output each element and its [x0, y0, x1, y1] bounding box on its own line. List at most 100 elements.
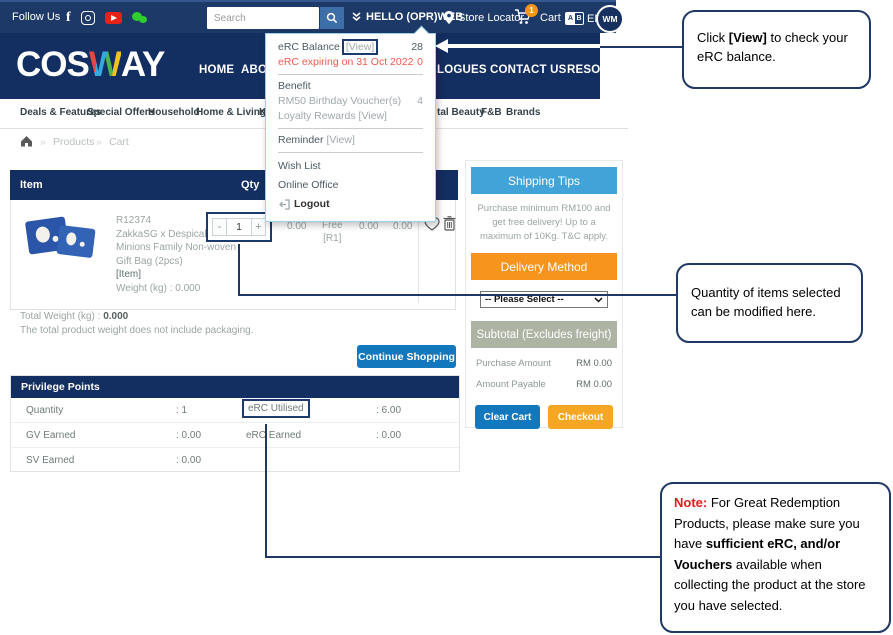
- birthday-voucher-row: RM50 Birthday Voucher(s) 4: [278, 95, 423, 107]
- account-menu-label: HELLO (OPR)WEB: [366, 11, 464, 23]
- purchase-amount-value: RM 0.00: [576, 358, 612, 369]
- cart-button[interactable]: 1: [514, 4, 538, 30]
- breadcrumb-separator: »: [40, 136, 46, 148]
- shipping-tips-header: Shipping Tips: [471, 167, 617, 194]
- qty-minus-button[interactable]: -: [212, 218, 227, 236]
- subnav-home-living[interactable]: Home & Living: [196, 107, 267, 118]
- account-dropdown: eRC Balance [View] 28 eRC expiring on 31 …: [265, 25, 436, 222]
- col-qty: Qty: [241, 179, 260, 191]
- price-unit: 0.00: [287, 221, 307, 232]
- account-menu[interactable]: HELLO (OPR)WEB: [352, 11, 463, 23]
- privilege-value: : 0.00: [376, 430, 402, 441]
- delivery-method-select[interactable]: -- Please Select --: [480, 291, 608, 308]
- qty-plus-button[interactable]: +: [251, 218, 266, 236]
- trash-icon[interactable]: [443, 216, 456, 231]
- privilege-label: eRC Earned: [246, 430, 302, 441]
- qty-callout-connector-h: [238, 294, 678, 296]
- logout-icon: [279, 199, 290, 210]
- price-3: 0.00: [359, 221, 379, 232]
- note-label: Note:: [674, 495, 708, 510]
- privilege-value: : 0.00: [176, 430, 202, 441]
- chevron-down-icon: [594, 296, 603, 303]
- purchase-amount-label: Purchase Amount: [476, 358, 551, 369]
- weight-note: The total product weight does not includ…: [20, 325, 254, 336]
- product-tag: [Item]: [116, 269, 142, 280]
- nav-item-contact-us[interactable]: CONTACT US: [490, 64, 567, 76]
- facebook-icon[interactable]: f: [66, 10, 71, 25]
- product-name[interactable]: Gift Bag (2pcs): [116, 255, 183, 267]
- store-locator-label: Store Locator: [458, 11, 525, 24]
- amount-payable-row: Amount Payable RM 0.00: [476, 379, 612, 390]
- social-icons: f: [66, 10, 148, 26]
- privilege-value: : 1: [176, 405, 188, 416]
- note-callout: Note: For Great Redemption Products, ple…: [660, 482, 891, 633]
- subtotal-header: Subtotal (Excludes freight): [471, 321, 617, 348]
- subnav-household[interactable]: Household: [148, 107, 200, 118]
- privilege-row: GV Earned : 0.00 eRC Earned : 0.00: [11, 423, 459, 448]
- privilege-row: SV Earned : 0.00: [11, 448, 459, 472]
- product-image[interactable]: [24, 211, 105, 269]
- wish-list-item[interactable]: Wish List: [278, 160, 321, 172]
- breadcrumb-cart: Cart: [109, 136, 129, 148]
- cart-badge: 1: [525, 4, 538, 17]
- amount-payable-label: Amount Payable: [476, 379, 546, 390]
- loyalty-rewards-row: Loyalty Rewards [View]: [266, 109, 435, 124]
- checkout-button[interactable]: Checkout: [548, 405, 613, 429]
- instagram-icon[interactable]: [80, 11, 95, 25]
- nav-item-catalogues[interactable]: LOGUES: [437, 64, 487, 76]
- reminder-row: Reminder [View]: [278, 134, 355, 146]
- view-callout-connector: [600, 46, 684, 48]
- total-weight: Total Weight (kg) : 0.000: [20, 311, 129, 322]
- divider: [278, 152, 423, 153]
- purchase-amount-row: Purchase Amount RM 0.00: [476, 358, 612, 369]
- cart-label[interactable]: Cart: [540, 12, 561, 24]
- qty-value[interactable]: 1: [227, 218, 251, 236]
- product-weight: Weight (kg) : 0.000: [116, 282, 201, 294]
- breadcrumb-separator: »: [96, 136, 102, 148]
- online-office-item[interactable]: Online Office: [278, 179, 339, 191]
- clear-cart-button[interactable]: Clear Cart: [475, 405, 540, 429]
- product-description: R12374 ZakkaSG x Despicable Me Minions F…: [116, 214, 236, 295]
- privilege-label: GV Earned: [26, 430, 76, 441]
- search-button[interactable]: [320, 7, 344, 29]
- home-icon[interactable]: [20, 135, 33, 147]
- subnav-fnb[interactable]: F&B: [481, 107, 502, 118]
- privilege-value: : 6.00: [376, 405, 402, 416]
- breadcrumb-products[interactable]: Products: [53, 136, 95, 148]
- product-code[interactable]: R12374: [116, 215, 152, 226]
- nav-item-resources[interactable]: RESOURCES: [567, 64, 642, 76]
- subnav-special[interactable]: Special Offers: [87, 107, 155, 118]
- gift-bag-image: [56, 224, 96, 259]
- price-rule: [R1]: [323, 233, 342, 244]
- cosway-logo[interactable]: COS W AY: [16, 45, 165, 84]
- loyalty-rewards-view-link[interactable]: Loyalty Rewards [View]: [278, 110, 387, 122]
- subnav-total-beauty[interactable]: tal Beauty: [437, 107, 485, 118]
- product-name[interactable]: Minions Family Non-woven: [116, 242, 237, 253]
- privilege-label: Quantity: [26, 405, 64, 416]
- nav-item-home[interactable]: HOME: [199, 64, 235, 76]
- product-name[interactable]: ZakkaSG x Despicable Me: [116, 228, 235, 240]
- view-link-annotation-box[interactable]: [View]: [341, 39, 379, 55]
- store-locator[interactable]: Store Locator: [444, 11, 524, 24]
- delivery-select-value: -- Please Select --: [485, 294, 564, 305]
- divider: [278, 74, 423, 75]
- qty-callout-connector-v: [238, 244, 240, 296]
- double-chevron-down-icon: [352, 12, 361, 22]
- privilege-label: SV Earned: [26, 455, 75, 466]
- reminder-view-link[interactable]: [View]: [326, 134, 355, 146]
- subnav-brands[interactable]: Brands: [506, 107, 541, 118]
- search-input[interactable]: [207, 7, 319, 29]
- wechat-icon[interactable]: [131, 11, 148, 25]
- privilege-value: : 0.00: [176, 455, 202, 466]
- divider: [278, 128, 423, 129]
- erc-balance-label: eRC Balance: [278, 41, 340, 53]
- continue-shopping-button[interactable]: Continue Shopping: [357, 345, 456, 368]
- price-4: 0.00: [393, 221, 413, 232]
- avatar[interactable]: WM: [596, 5, 624, 33]
- youtube-icon[interactable]: [104, 12, 122, 24]
- subnav-deals[interactable]: Deals & Features: [20, 107, 102, 118]
- privilege-points-title: Privilege Points: [11, 376, 459, 398]
- subnav-kitchen[interactable]: K: [259, 107, 267, 118]
- col-item: Item: [20, 179, 43, 191]
- logout-item[interactable]: Logout: [266, 195, 435, 214]
